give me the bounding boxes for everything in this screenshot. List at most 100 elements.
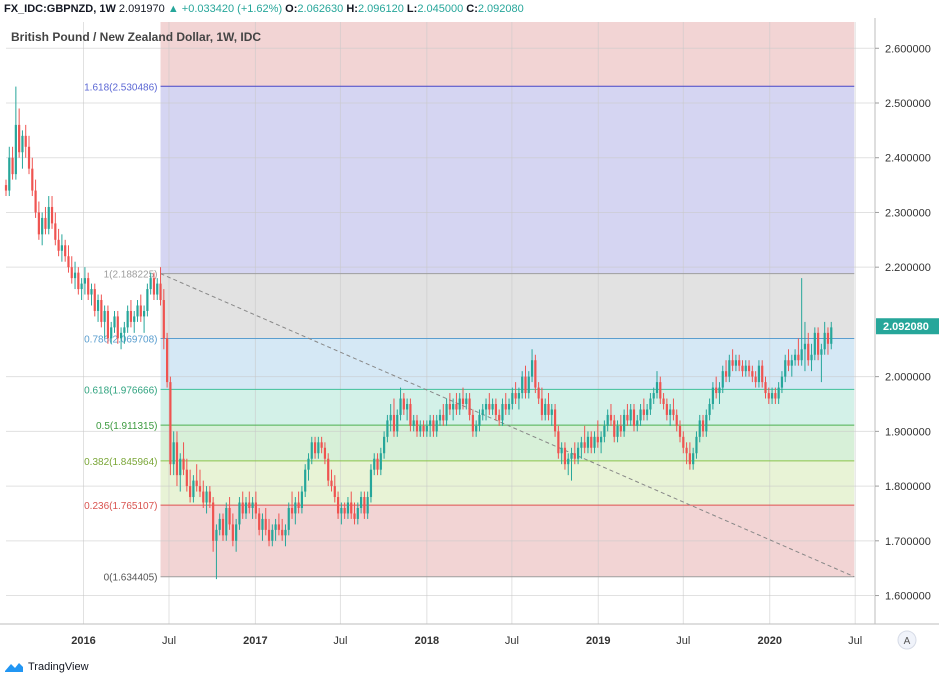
candle-body <box>251 502 254 508</box>
fib-zone <box>160 338 855 390</box>
candle-body <box>524 376 527 394</box>
candle-body <box>448 403 451 410</box>
price-chart[interactable]: 1.618(2.530486)1(2.188225)0.786(2.069708… <box>0 18 939 659</box>
candle <box>409 398 412 432</box>
candle-body <box>106 310 110 339</box>
candle <box>221 513 225 541</box>
candle <box>669 403 672 426</box>
candle-body <box>166 338 169 383</box>
candle-body <box>757 365 761 383</box>
candle <box>202 480 205 508</box>
candle <box>600 431 603 454</box>
candle-body <box>807 343 810 361</box>
candle-body <box>261 518 264 530</box>
candle-body <box>504 403 507 410</box>
fib-level-label: 1.618(2.530486) <box>84 82 157 93</box>
candle <box>777 382 780 404</box>
candle-body <box>623 414 626 432</box>
auto-scale-button[interactable]: A <box>897 630 917 650</box>
candle-body <box>586 436 590 448</box>
candle <box>129 300 133 328</box>
candle <box>790 354 793 377</box>
candle <box>340 502 343 525</box>
fib-level-label: 0.618(1.976666) <box>84 385 157 396</box>
candle <box>376 453 379 476</box>
candle <box>54 212 57 246</box>
symbol-header: FX_IDC:GBPNZD, 1W 2.091970 ▲ +0.033420 (… <box>0 0 939 18</box>
candle <box>461 387 465 410</box>
candle <box>632 403 636 432</box>
candle <box>649 393 652 415</box>
candle <box>70 256 73 284</box>
time-tick-label: 2016 <box>71 635 95 647</box>
candle <box>231 513 234 547</box>
candle <box>353 502 356 525</box>
fib-zone <box>160 86 855 274</box>
candle <box>175 431 179 487</box>
price-change: ▲ +0.033420 (+1.62%) <box>167 3 283 15</box>
candle <box>445 398 448 426</box>
candle <box>169 376 172 476</box>
candle <box>465 393 468 410</box>
candle <box>18 108 21 158</box>
candle-body <box>590 436 593 448</box>
candle-body <box>573 453 576 459</box>
candle <box>455 393 458 415</box>
candle <box>11 146 14 180</box>
candle <box>21 130 24 169</box>
last-price: 2.091970 <box>118 3 165 15</box>
candle <box>225 502 228 541</box>
candle <box>31 157 34 197</box>
candle-body <box>678 425 682 437</box>
candle <box>386 414 389 443</box>
candle-body <box>21 135 24 153</box>
candle <box>659 376 662 404</box>
time-tick-label: Jul <box>676 635 690 647</box>
candle-body <box>761 365 764 383</box>
candle <box>281 518 284 541</box>
candle <box>228 497 231 530</box>
candle-body <box>149 278 152 290</box>
candle-body <box>669 409 672 415</box>
price-tick-label: 1.800000 <box>885 481 931 493</box>
candle-body <box>688 453 691 465</box>
candle-body <box>169 382 172 465</box>
price-tick-label: 1.900000 <box>885 426 931 438</box>
candle-body <box>235 524 238 541</box>
candle-body <box>116 316 119 339</box>
candle <box>366 491 369 519</box>
candle <box>511 387 514 410</box>
candle <box>422 420 425 437</box>
candle-body <box>665 403 668 415</box>
candle <box>787 349 790 372</box>
candle <box>47 196 50 235</box>
candle-body <box>37 212 40 235</box>
candle <box>166 332 169 388</box>
candle <box>287 502 290 536</box>
candle <box>185 458 188 492</box>
candle <box>333 475 336 503</box>
candle <box>540 387 544 421</box>
candle <box>475 420 478 437</box>
candle <box>100 294 103 328</box>
candle <box>688 442 691 470</box>
candle <box>458 393 461 415</box>
candle <box>573 442 576 465</box>
candle <box>4 179 8 197</box>
tradingview-brand[interactable]: TradingView <box>28 661 89 673</box>
candle <box>432 414 435 437</box>
candle-body <box>659 382 662 399</box>
symbol-label[interactable]: FX_IDC:GBPNZD, 1W <box>4 3 116 15</box>
candle <box>313 436 317 459</box>
candle-body <box>336 497 340 514</box>
candle <box>698 414 701 443</box>
candle-body <box>241 502 244 514</box>
candle <box>501 398 504 426</box>
candle <box>156 278 159 301</box>
candle <box>747 360 751 377</box>
candle-body <box>642 409 645 415</box>
candle-body <box>189 486 192 498</box>
candle <box>149 272 152 295</box>
candle <box>494 398 497 421</box>
candle <box>810 343 813 372</box>
